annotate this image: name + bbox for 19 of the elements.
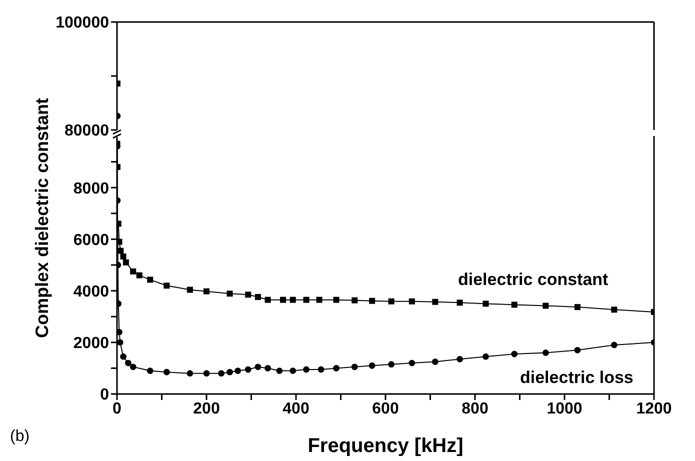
y-tick-label: 0 <box>100 386 110 404</box>
y-tick-label: 100000 <box>56 14 110 32</box>
x-axis-title: Frequency [kHz] <box>308 435 464 457</box>
series-label: dielectric loss <box>520 368 634 388</box>
y-tick-label: 80000 <box>64 122 110 140</box>
x-tick-label: 0 <box>112 400 122 418</box>
y-tick-label: 6000 <box>73 232 110 249</box>
x-tick-label: 600 <box>372 400 399 418</box>
series-label: dielectric constant <box>458 270 608 290</box>
y-axis-title: Complex dielectric constant <box>32 96 52 340</box>
text: (b) <box>10 428 30 446</box>
x-tick-label: 1000 <box>546 400 582 418</box>
x-tick-label: 400 <box>282 400 310 418</box>
y-tick-label: 2000 <box>73 335 110 352</box>
y-tick-label: 4000 <box>73 283 110 300</box>
x-tick-label: 1200 <box>636 400 672 418</box>
x-tick-label: 800 <box>462 400 488 418</box>
x-tick-label: 200 <box>193 400 220 418</box>
y-tick-label: 8000 <box>73 180 110 198</box>
